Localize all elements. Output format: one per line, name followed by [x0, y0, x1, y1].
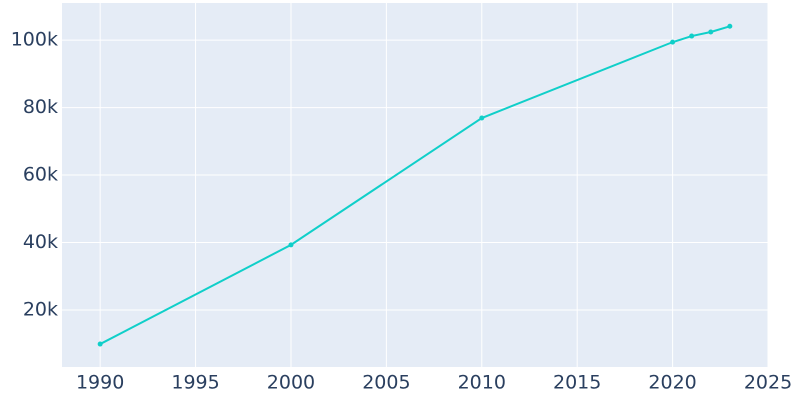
point: [97, 341, 103, 347]
x-tick-label: 2015: [553, 372, 601, 394]
point: [479, 115, 485, 121]
x-tick-label: 2005: [362, 372, 410, 394]
point: [689, 33, 695, 39]
x-tick-label: 1990: [76, 372, 124, 394]
y-tick-label: 80k: [23, 96, 58, 118]
y-tick-label: 20k: [23, 298, 58, 320]
point: [288, 242, 294, 248]
x-tick-label: 2010: [458, 372, 506, 394]
plot-background: [62, 3, 768, 367]
point: [670, 39, 676, 45]
x-tick-label: 1995: [171, 372, 219, 394]
y-tick-label: 60k: [23, 164, 58, 186]
y-tick-label: 100k: [11, 29, 58, 51]
x-tick-label: 2025: [744, 372, 792, 394]
point: [727, 23, 733, 29]
point: [708, 29, 714, 35]
x-tick-label: 2000: [267, 372, 315, 394]
y-tick-label: 40k: [23, 231, 58, 253]
x-tick-label: 2020: [648, 372, 696, 394]
